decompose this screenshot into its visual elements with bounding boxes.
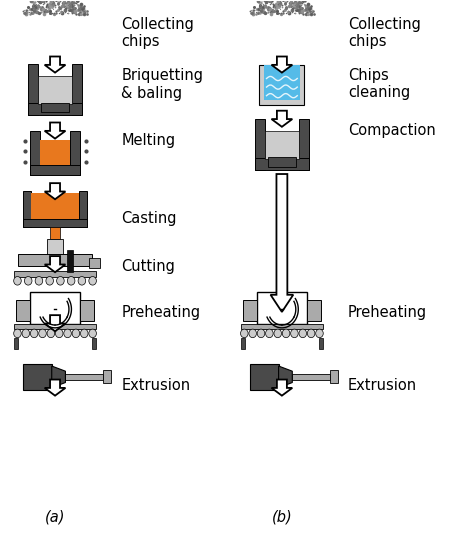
Polygon shape <box>272 56 292 73</box>
Circle shape <box>56 277 64 285</box>
Polygon shape <box>271 174 293 312</box>
Circle shape <box>72 329 80 338</box>
Bar <box>38 76 72 104</box>
Bar <box>307 300 321 321</box>
Bar <box>80 300 94 321</box>
Bar <box>47 239 63 261</box>
Circle shape <box>46 277 54 285</box>
Bar <box>31 194 79 219</box>
Text: Chips
cleaning: Chips cleaning <box>348 68 410 100</box>
Bar <box>259 65 304 105</box>
Circle shape <box>14 277 21 285</box>
Bar <box>268 157 296 167</box>
Circle shape <box>81 329 88 338</box>
Bar <box>23 190 31 227</box>
Bar <box>30 165 80 174</box>
Polygon shape <box>45 315 65 331</box>
Circle shape <box>307 329 315 338</box>
Circle shape <box>39 329 46 338</box>
Circle shape <box>240 329 248 338</box>
Bar <box>240 324 323 329</box>
Bar <box>89 258 100 268</box>
Circle shape <box>35 277 43 285</box>
Polygon shape <box>45 256 65 272</box>
Bar <box>330 371 337 383</box>
Bar <box>30 292 80 324</box>
Circle shape <box>249 329 256 338</box>
Circle shape <box>30 329 38 338</box>
Text: (b): (b) <box>272 509 292 525</box>
Bar <box>28 64 38 115</box>
Bar <box>103 371 111 383</box>
Circle shape <box>299 329 307 338</box>
Bar <box>71 131 80 174</box>
Bar <box>23 364 52 390</box>
Bar <box>65 373 103 380</box>
Polygon shape <box>45 56 65 73</box>
Text: Briquetting
& baling: Briquetting & baling <box>121 68 203 101</box>
Circle shape <box>283 329 290 338</box>
Bar <box>250 364 279 390</box>
Text: Extrusion: Extrusion <box>121 378 191 393</box>
Circle shape <box>89 277 96 285</box>
Polygon shape <box>272 111 292 127</box>
Circle shape <box>25 277 32 285</box>
Bar <box>257 292 307 324</box>
Circle shape <box>64 329 72 338</box>
Text: (a): (a) <box>45 509 65 525</box>
Bar <box>30 131 40 174</box>
Circle shape <box>265 329 273 338</box>
Bar <box>319 338 323 350</box>
Bar <box>299 119 309 169</box>
Polygon shape <box>272 379 292 395</box>
Bar <box>243 300 257 321</box>
Bar <box>18 254 91 266</box>
Polygon shape <box>279 366 292 388</box>
Bar <box>72 64 82 115</box>
Bar <box>265 131 299 159</box>
Circle shape <box>67 277 75 285</box>
Bar <box>14 338 18 350</box>
Text: Compaction: Compaction <box>348 123 436 138</box>
Bar <box>67 250 73 272</box>
Text: Preheating: Preheating <box>348 305 427 320</box>
Bar <box>46 261 64 266</box>
Bar <box>264 65 300 100</box>
Polygon shape <box>45 183 65 199</box>
Bar <box>292 373 330 380</box>
Bar <box>50 227 60 239</box>
Text: Cutting: Cutting <box>121 259 175 274</box>
Circle shape <box>14 329 21 338</box>
Bar <box>41 103 69 112</box>
Bar <box>240 338 245 350</box>
Text: Melting: Melting <box>121 133 175 148</box>
Bar <box>79 190 87 227</box>
Text: Preheating: Preheating <box>121 305 201 320</box>
Bar <box>23 219 87 227</box>
Bar <box>255 158 309 169</box>
Circle shape <box>274 329 282 338</box>
Bar <box>255 119 265 169</box>
Bar <box>40 140 71 165</box>
Circle shape <box>316 329 323 338</box>
Text: Extrusion: Extrusion <box>348 378 417 393</box>
Bar <box>16 300 30 321</box>
Circle shape <box>22 329 29 338</box>
Circle shape <box>78 277 86 285</box>
Text: Collecting
chips: Collecting chips <box>121 17 194 49</box>
Polygon shape <box>45 379 65 395</box>
Bar <box>28 103 82 115</box>
Circle shape <box>89 329 96 338</box>
Circle shape <box>257 329 265 338</box>
Bar <box>14 324 96 329</box>
Circle shape <box>55 329 63 338</box>
Bar <box>91 338 96 350</box>
Polygon shape <box>45 123 65 139</box>
Text: Collecting
chips: Collecting chips <box>348 17 421 49</box>
Text: Casting: Casting <box>121 211 177 226</box>
Circle shape <box>47 329 55 338</box>
Bar <box>14 271 96 277</box>
Polygon shape <box>52 366 65 388</box>
Circle shape <box>291 329 298 338</box>
